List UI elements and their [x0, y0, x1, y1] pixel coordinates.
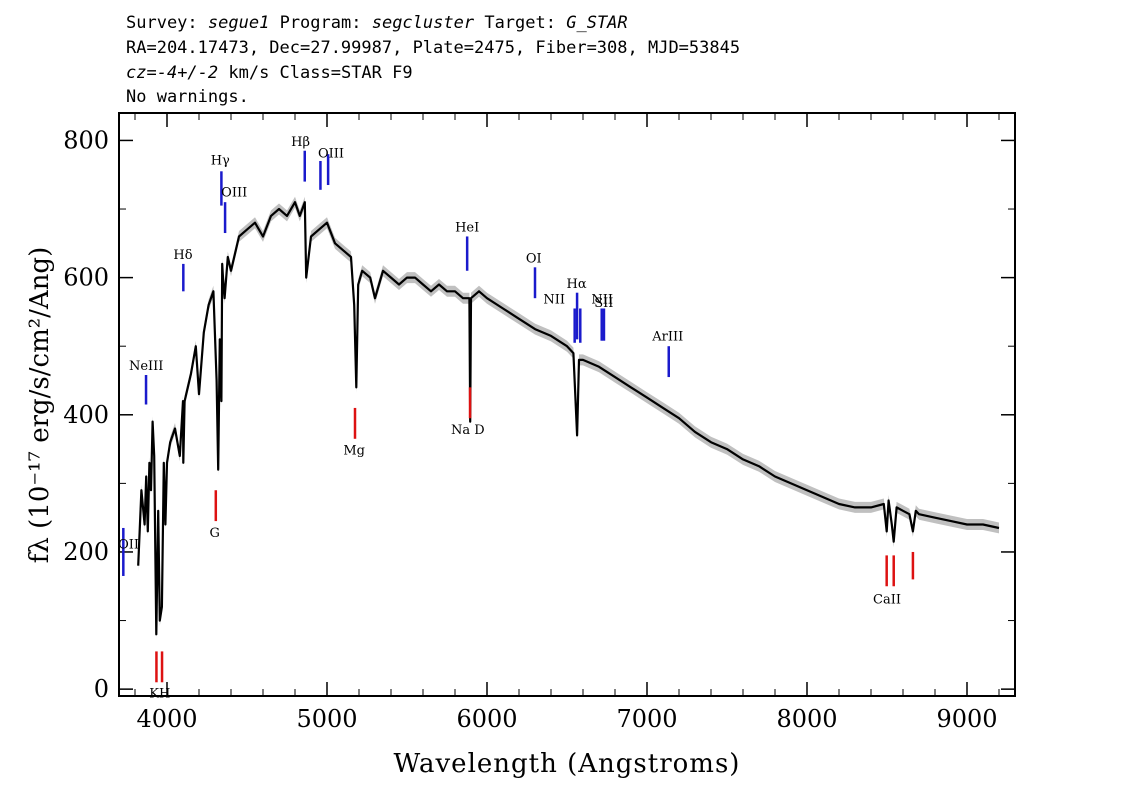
survey-name: segue1 [208, 13, 269, 33]
plot-frame [118, 112, 1016, 697]
emission-line-label: NII [591, 293, 613, 308]
x-tick-label: 9000 [936, 705, 997, 733]
header-text: Survey: segue1 Program: segcluster Targe… [126, 13, 740, 107]
header-line-1: Survey: segue1 Program: segcluster Targe… [126, 13, 628, 33]
y-axis-title: fλ (10⁻¹⁷ erg/s/cm²/Ang) [25, 247, 55, 563]
spectrum-line [137, 201, 1000, 636]
flux-curve [137, 201, 1000, 636]
line-markers [122, 150, 915, 683]
header-line-2: RA=204.17473, Dec=27.99987, Plate=2475, … [126, 38, 740, 58]
absorption-line-label: KH [149, 686, 170, 701]
program-name: segcluster [372, 13, 475, 33]
emission-line-label: SII [594, 296, 613, 311]
emission-line-label: Hδ [173, 248, 192, 263]
y-tick-label: 200 [63, 538, 109, 566]
y-axis-ticks: 0 200 400 600 800 [63, 126, 1015, 703]
x-tick-label: 6000 [456, 705, 517, 733]
emission-line-label: OI [526, 252, 542, 267]
emission-line-label: Hα [567, 277, 587, 292]
absorption-line-label: CaII [873, 592, 901, 607]
line-labels: OIINeIIIHδHγOIIIHβOIIIHeIOINIIHαNIISIIAr… [118, 135, 901, 701]
y-tick-label: 800 [63, 126, 109, 154]
header-line-4: No warnings. [126, 87, 249, 107]
header-line-3: cz=-4+/-2 km/s Class=STAR F9 [126, 63, 413, 83]
y-tick-label: 600 [63, 264, 109, 292]
redshift-value: -4+/-2 [157, 63, 218, 83]
emission-line-label: NeIII [129, 359, 163, 374]
x-tick-label: 7000 [616, 705, 677, 733]
emission-line-label: Hγ [211, 153, 230, 168]
y-tick-label: 400 [63, 401, 109, 429]
emission-line-label: ArIII [651, 330, 683, 345]
absorption-line-label: Mg [343, 444, 365, 459]
error-band [138, 196, 999, 640]
x-tick-label: 8000 [776, 705, 837, 733]
emission-line-label: NII [543, 293, 565, 308]
x-tick-label: 5000 [296, 705, 357, 733]
emission-line-label: Hβ [291, 135, 310, 150]
absorption-line-label: G [209, 526, 219, 541]
y-tick-label: 0 [94, 675, 109, 703]
x-axis-ticks: 4000 5000 6000 7000 8000 9000 [134, 113, 1000, 733]
target-name: G_STAR [566, 13, 627, 33]
emission-line-label: OIII [318, 147, 344, 162]
flux-error-band [138, 196, 999, 640]
x-tick-label: 4000 [136, 705, 197, 733]
absorption-line-label: Na D [451, 423, 485, 438]
emission-line-label: HeI [455, 221, 479, 236]
emission-line-label: OII [118, 538, 139, 553]
emission-line-label: OIII [221, 186, 247, 201]
x-axis-title: Wavelength (Angstroms) [394, 749, 741, 779]
